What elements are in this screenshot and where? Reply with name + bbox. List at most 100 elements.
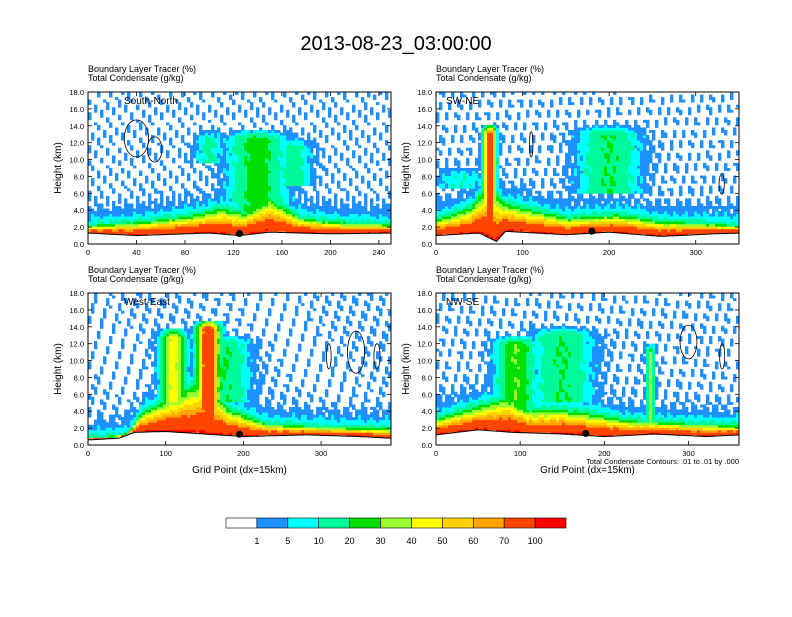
tracer-cell bbox=[223, 178, 226, 181]
tracer-cell bbox=[220, 178, 223, 181]
tracer-cell bbox=[514, 188, 517, 191]
tracer-cell bbox=[112, 216, 115, 219]
tracer-cell bbox=[223, 186, 226, 189]
tracer-cell bbox=[664, 211, 667, 214]
tracer-cell bbox=[130, 163, 133, 166]
tracer-cell bbox=[319, 130, 322, 133]
tracer-cell bbox=[364, 226, 367, 229]
tracer-cell bbox=[316, 209, 319, 212]
tracer-cell bbox=[229, 206, 232, 209]
tracer-cell bbox=[202, 224, 205, 227]
tracer-cell bbox=[370, 158, 373, 161]
tracer-cell bbox=[583, 216, 586, 219]
tracer-cell bbox=[619, 203, 622, 206]
tracer-cell bbox=[478, 191, 481, 194]
tracer-cell bbox=[169, 186, 172, 189]
tracer-cell bbox=[703, 178, 706, 181]
tracer-cell bbox=[613, 181, 616, 184]
tracer-cell bbox=[262, 203, 265, 206]
tracer-cell bbox=[142, 193, 145, 196]
tracer-cell bbox=[448, 203, 451, 206]
tracer-cell bbox=[283, 183, 286, 186]
tracer-cell bbox=[88, 115, 91, 118]
tracer-cell bbox=[313, 97, 316, 100]
tracer-cell bbox=[598, 211, 601, 214]
tracer-cell bbox=[715, 216, 718, 219]
tracer-cell bbox=[349, 216, 352, 219]
tracer-cell bbox=[229, 138, 232, 141]
tracer-cell bbox=[514, 201, 517, 204]
tracer-cell bbox=[580, 226, 583, 229]
tracer-cell bbox=[706, 219, 709, 222]
tracer-cell bbox=[322, 153, 325, 156]
tracer-cell bbox=[268, 176, 271, 179]
tracer-cell bbox=[625, 178, 628, 181]
x-tick-label: 160 bbox=[276, 248, 289, 257]
tracer-cell bbox=[640, 203, 643, 206]
tracer-cell bbox=[223, 135, 226, 138]
tracer-cell bbox=[469, 196, 472, 199]
tracer-cell bbox=[607, 216, 610, 219]
tracer-cell bbox=[151, 171, 154, 174]
tracer-cell bbox=[232, 229, 235, 232]
tracer-cell bbox=[250, 219, 253, 222]
tracer-cell bbox=[280, 158, 283, 161]
tracer-cell bbox=[217, 176, 220, 179]
tracer-cell bbox=[160, 198, 163, 201]
tracer-cell bbox=[256, 206, 259, 209]
tracer-cell bbox=[88, 145, 91, 148]
tracer-cell bbox=[334, 224, 337, 227]
tracer-cell bbox=[244, 206, 247, 209]
tracer-cell bbox=[364, 219, 367, 222]
tracer-cell bbox=[160, 226, 163, 229]
tracer-cell bbox=[157, 214, 160, 217]
tracer-cell bbox=[346, 112, 349, 115]
tracer-cell bbox=[652, 216, 655, 219]
tracer-cell bbox=[472, 224, 475, 227]
tracer-cell bbox=[223, 191, 226, 194]
tracer-cell bbox=[244, 176, 247, 179]
tracer-cell bbox=[262, 117, 265, 120]
tracer-cell bbox=[496, 191, 499, 194]
tracer-cell bbox=[445, 219, 448, 222]
tracer-cell bbox=[175, 209, 178, 212]
tracer-cell bbox=[325, 140, 328, 143]
tracer-cell bbox=[235, 160, 238, 163]
tracer-cell bbox=[328, 155, 331, 158]
tracer-cell bbox=[304, 102, 307, 105]
tracer-cell bbox=[193, 150, 196, 153]
tracer-cell bbox=[610, 193, 613, 196]
tracer-cell bbox=[232, 143, 235, 146]
tracer-cell bbox=[307, 158, 310, 161]
tracer-cell bbox=[508, 181, 511, 184]
tracer-cell bbox=[220, 153, 223, 156]
tracer-cell bbox=[727, 224, 730, 227]
tracer-cell bbox=[190, 102, 193, 105]
tracer-cell bbox=[448, 229, 451, 232]
tracer-cell bbox=[283, 133, 286, 136]
tracer-cell bbox=[331, 224, 334, 227]
tracer-cell bbox=[652, 229, 655, 232]
tracer-cell bbox=[229, 150, 232, 153]
tracer-cell bbox=[298, 145, 301, 148]
tracer-cell bbox=[463, 181, 466, 184]
tracer-cell bbox=[733, 178, 736, 181]
tracer-cell bbox=[316, 216, 319, 219]
tracer-cell bbox=[274, 206, 277, 209]
tracer-cell bbox=[439, 196, 442, 199]
tracer-cell bbox=[649, 226, 652, 229]
tracer-cell bbox=[706, 226, 709, 229]
tracer-cell bbox=[649, 219, 652, 222]
tracer-cell bbox=[355, 221, 358, 224]
tracer-cell bbox=[277, 171, 280, 174]
tracer-cell bbox=[352, 196, 355, 199]
tracer-cell bbox=[286, 209, 289, 212]
tracer-cell bbox=[682, 214, 685, 217]
tracer-cell bbox=[145, 216, 148, 219]
tracer-cell bbox=[634, 203, 637, 206]
tracer-cell bbox=[133, 224, 136, 227]
tracer-cell bbox=[286, 135, 289, 138]
tracer-cell bbox=[91, 178, 94, 181]
tracer-cell bbox=[202, 135, 205, 138]
figure-title: 2013-08-23_03:00:00 bbox=[300, 33, 491, 55]
